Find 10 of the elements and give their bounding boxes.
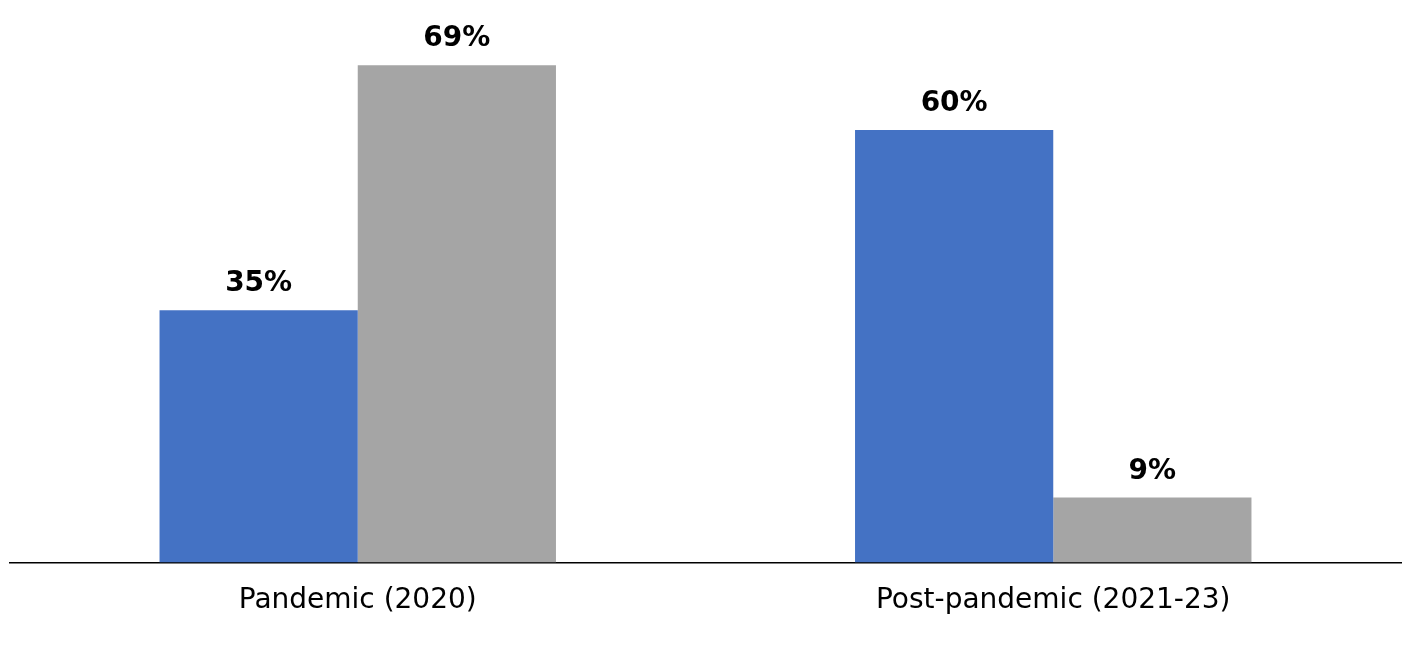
x-tick-label: Pandemic (2020) [238,582,477,616]
x-tick-label: Post-pandemic (2021-23) [875,582,1231,616]
bar [1053,497,1252,563]
data-label: 9% [1128,452,1177,486]
data-label: 35% [225,265,293,299]
data-label: 69% [423,20,491,54]
bar [855,130,1054,563]
data-label: 60% [920,85,988,119]
bar [357,65,556,563]
bar [159,310,358,563]
